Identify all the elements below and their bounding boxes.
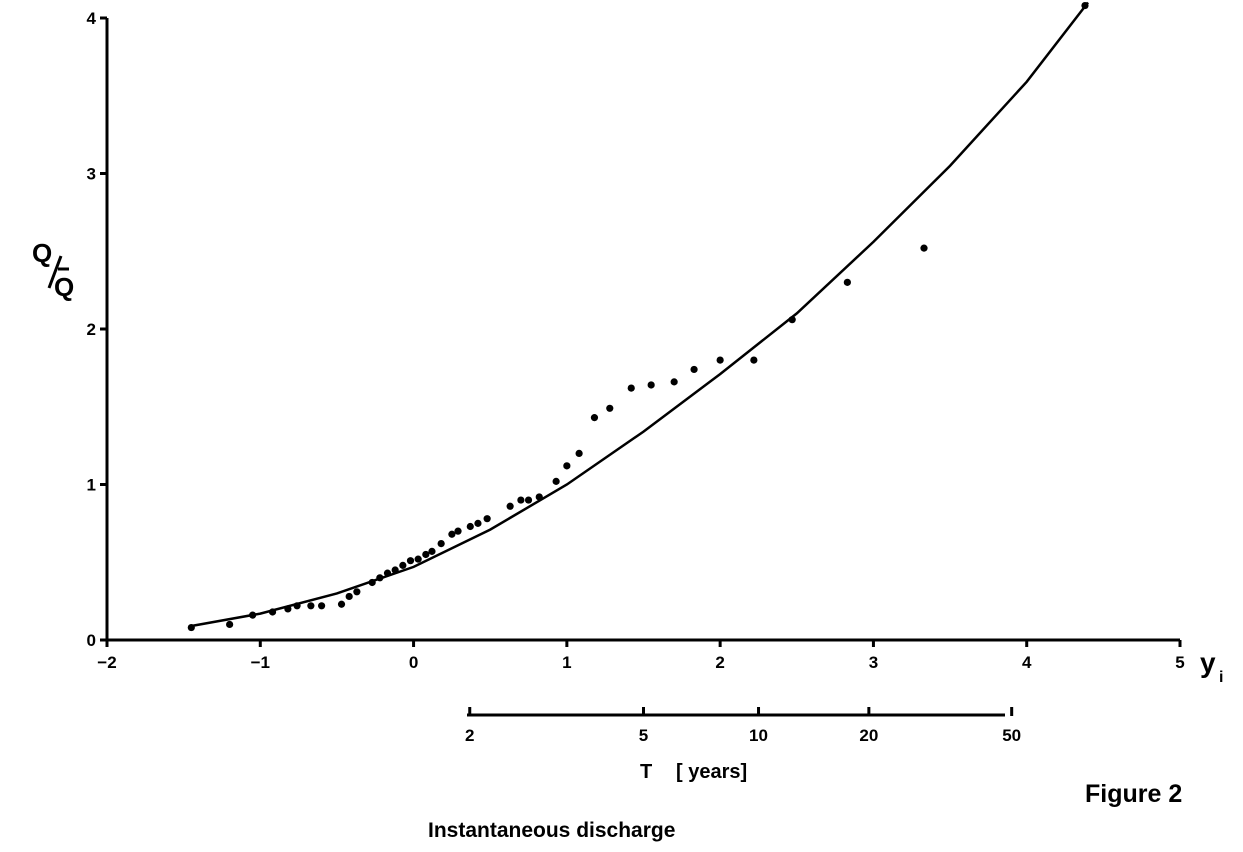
data-point: [920, 244, 928, 252]
y-axis-label-numerator: Q: [32, 238, 52, 268]
data-point: [293, 602, 301, 610]
data-point: [368, 578, 376, 587]
x-tick-label: 3: [869, 653, 878, 672]
data-point: [249, 611, 257, 619]
x-tick-label: 5: [1175, 653, 1184, 672]
data-point: [187, 623, 195, 632]
data-point: [454, 527, 462, 535]
data-point: [474, 519, 482, 527]
data-point: [1081, 1, 1089, 10]
data-point: [391, 566, 399, 574]
data-point: [268, 608, 277, 616]
y-tick-label: 1: [87, 476, 96, 495]
x-tick-label: 4: [1022, 653, 1032, 672]
return-period-tick-label: 20: [859, 726, 878, 745]
data-point: [345, 592, 353, 601]
data-point: [750, 356, 758, 364]
data-point: [226, 620, 234, 629]
data-point: [466, 522, 474, 531]
y-tick-label: 4: [87, 9, 97, 28]
data-point: [376, 574, 384, 582]
observed-points: [187, 1, 1089, 632]
return-period-tick-label: 5: [639, 726, 648, 745]
figure-label: Figure 2: [1085, 780, 1182, 808]
data-point: [448, 530, 456, 538]
return-period-tick-label: 50: [1002, 726, 1021, 745]
data-point: [716, 356, 724, 364]
data-point: [399, 561, 407, 569]
data-point: [535, 493, 543, 501]
data-point: [307, 602, 315, 610]
y-tick-label: 2: [87, 320, 96, 339]
return-period-label: T: [640, 761, 652, 783]
data-point: [843, 278, 851, 286]
y-tick-label: 0: [87, 631, 96, 650]
y-tick-label: 3: [87, 165, 96, 184]
fit-curve: [191, 1, 1089, 628]
data-point: [552, 477, 560, 485]
data-point: [606, 404, 614, 412]
data-point: [590, 414, 599, 422]
data-point: [284, 605, 292, 613]
data-point: [575, 449, 583, 457]
x-ticks: −2 −1 0 1 2 3 4 5: [97, 640, 1185, 672]
x-tick-label: −1: [251, 653, 270, 672]
x-axis-label: y i: [1200, 647, 1223, 686]
data-point: [383, 569, 392, 577]
data-point: [517, 496, 525, 504]
x-tick-label: 0: [409, 653, 418, 672]
return-period-ticks: 2 5 10 20 50: [465, 707, 1021, 745]
data-point: [483, 515, 491, 523]
y-ticks: 0 1 2 3 4: [87, 9, 107, 650]
data-point: [506, 502, 514, 510]
return-period-axis: 2 5 10 20 50 T [ years]: [465, 707, 1021, 783]
caption: Instantaneous discharge: [428, 819, 675, 842]
return-period-tick-label: 10: [749, 726, 768, 745]
x-tick-label: 1: [562, 653, 571, 672]
x-axis-label-main: y: [1200, 647, 1216, 678]
data-point: [353, 588, 361, 596]
return-period-tick-label: 2: [465, 726, 474, 745]
data-point: [406, 557, 415, 565]
x-tick-label: −2: [97, 653, 116, 672]
return-period-unit: [ years]: [676, 761, 747, 783]
data-point: [563, 462, 571, 470]
y-axis-label: Q Q: [32, 238, 74, 302]
data-point: [337, 600, 346, 608]
data-point: [670, 378, 678, 386]
data-point: [414, 555, 422, 563]
y-axis-label-denominator: Q: [54, 272, 74, 302]
x-axis-label-subscript: i: [1219, 669, 1223, 686]
data-point: [788, 316, 796, 324]
x-tick-label: 2: [715, 653, 724, 672]
data-point: [647, 381, 655, 389]
data-point: [422, 550, 430, 559]
data-point: [627, 384, 635, 392]
data-point: [437, 539, 445, 548]
data-point: [318, 602, 326, 610]
data-point: [690, 365, 698, 374]
y-axis-label-slash: [47, 255, 63, 289]
data-point: [428, 547, 436, 555]
data-point: [524, 496, 533, 504]
